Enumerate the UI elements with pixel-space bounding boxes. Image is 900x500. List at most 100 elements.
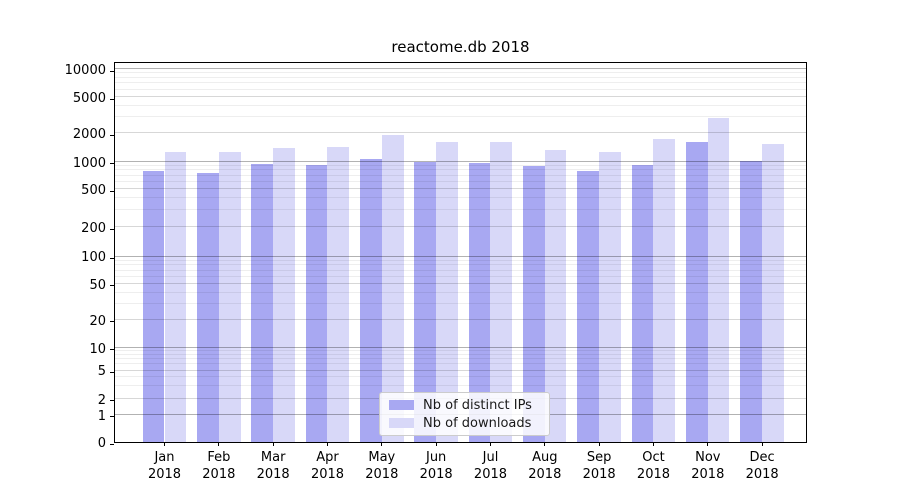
y-tick-label-10000: 10000 — [64, 63, 106, 78]
y-tick-label-10: 10 — [89, 341, 106, 357]
bar-apr-downloads — [327, 146, 350, 442]
y-tick-label-50: 50 — [89, 277, 106, 293]
bar-jan-ips — [142, 170, 165, 442]
chart-title: reactome.db 2018 — [391, 38, 530, 56]
gridline-200 — [115, 226, 806, 228]
gridline-50 — [115, 283, 806, 284]
legend-swatch-distinct-ips-icon — [389, 400, 414, 410]
bar-nov-ips — [686, 141, 708, 442]
bar-may-ips — [360, 159, 382, 442]
y-tick-100 — [110, 257, 114, 259]
y-tick-2000 — [110, 134, 114, 136]
y-tick-1 — [110, 416, 114, 418]
gridline-6 — [115, 363, 806, 365]
y-tick-label-2000: 2000 — [72, 127, 106, 142]
gridline-700 — [115, 174, 806, 176]
y-tick-label-0: 0 — [97, 436, 106, 451]
y-tick-label-2: 2 — [97, 392, 106, 408]
gridline-70 — [115, 269, 806, 271]
bar-may-downloads — [381, 135, 404, 442]
legend: Nb of distinct IPs Nb of downloads — [379, 392, 550, 436]
bar-aug-downloads — [544, 149, 567, 442]
y-tick-label-100: 100 — [81, 250, 106, 266]
legend-label-downloads: Nb of downloads — [423, 415, 532, 431]
y-tick-label-5000: 5000 — [72, 91, 106, 106]
bar-oct-downloads — [653, 139, 676, 442]
gridline-600 — [115, 180, 806, 182]
x-tick-jun — [435, 442, 437, 446]
bar-sep-downloads — [599, 152, 621, 442]
x-tick-label-may: May 2018 — [365, 450, 399, 482]
gridline-20 — [115, 318, 806, 320]
y-tick-label-20: 20 — [89, 313, 106, 329]
y-tick-500 — [110, 190, 114, 192]
legend-row-downloads: Nb of downloads — [389, 415, 539, 431]
x-tick-label-jul: Jul 2018 — [473, 450, 508, 482]
x-tick-label-aug: Aug 2018 — [528, 450, 562, 482]
gridline-30 — [115, 302, 806, 304]
bar-dec-ips — [740, 161, 763, 442]
gridline-9000 — [115, 72, 806, 74]
y-tick-1000 — [110, 163, 114, 164]
x-tick-label-sep: Sep 2018 — [582, 450, 616, 482]
y-tick-label-500: 500 — [81, 183, 106, 199]
gridline-800 — [115, 169, 806, 171]
legend-label-distinct-ips: Nb of distinct IPs — [423, 397, 532, 413]
x-tick-nov — [707, 442, 709, 446]
gridline-500 — [115, 188, 806, 190]
x-tick-jan — [164, 442, 165, 446]
bar-sep-ips — [577, 170, 600, 442]
x-tick-aug — [544, 442, 546, 446]
gridline-3000 — [115, 116, 806, 118]
legend-swatch-downloads-icon — [389, 418, 414, 428]
gridline-7 — [115, 358, 806, 360]
y-tick-2 — [110, 400, 114, 402]
gridline-60 — [115, 275, 806, 277]
gridline-5 — [115, 369, 806, 371]
gridline-8 — [115, 353, 806, 355]
bar-oct-ips — [631, 165, 654, 442]
gridline-1000 — [115, 160, 806, 162]
gridline-4 — [115, 376, 806, 378]
bar-feb-downloads — [218, 152, 241, 442]
x-tick-label-jan: Jan 2018 — [147, 450, 182, 482]
y-tick-10 — [110, 349, 114, 350]
gridline-90 — [115, 259, 806, 261]
x-tick-label-mar: Mar 2018 — [256, 450, 290, 482]
x-tick-label-nov: Nov 2018 — [691, 450, 725, 482]
gridline-300 — [115, 209, 806, 211]
bar-mar-ips — [251, 163, 274, 442]
y-tick-label-1000: 1000 — [72, 155, 106, 171]
gridline-2000 — [115, 132, 806, 134]
bar-jun-ips — [414, 161, 437, 442]
y-tick-0 — [110, 443, 114, 445]
x-tick-apr — [326, 442, 328, 446]
x-tick-feb — [218, 442, 220, 446]
x-tick-label-dec: Dec 2018 — [745, 450, 779, 482]
x-tick-sep — [598, 442, 600, 446]
x-tick-label-oct: Oct 2018 — [636, 450, 671, 482]
y-tick-label-5: 5 — [97, 364, 106, 380]
plot-area: 0 1 2 5 10 20 50 100 200 500 1000 2000 5000 10000 Jan… — [65, 62, 807, 482]
bar-aug-ips — [523, 165, 545, 442]
gridline-3 — [115, 385, 806, 387]
bar-feb-ips — [197, 172, 219, 442]
gridline-100 — [115, 255, 806, 257]
y-tick-5 — [110, 371, 114, 373]
gridline-8000 — [115, 77, 806, 79]
gridline-5000 — [115, 96, 806, 98]
y-tick-50 — [110, 285, 114, 287]
bar-jun-downloads — [436, 141, 458, 442]
gridline-40 — [115, 291, 806, 293]
legend-row-distinct-ips: Nb of distinct IPs — [389, 397, 539, 413]
gridline-7000 — [115, 82, 806, 84]
gridline-9 — [115, 350, 806, 352]
gridline-80 — [115, 264, 806, 266]
bar-nov-downloads — [707, 117, 730, 442]
x-tick-jul — [489, 442, 491, 446]
x-tick-label-jun: Jun 2018 — [419, 450, 453, 482]
gridline-900 — [115, 164, 806, 166]
bar-jul-downloads — [490, 142, 513, 442]
x-tick-dec — [761, 442, 763, 446]
